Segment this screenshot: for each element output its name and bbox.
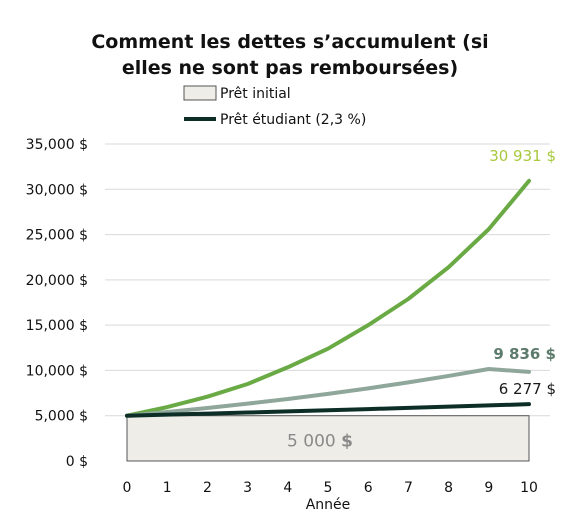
data-labels: 30 931 $ 9 836 $ 6 277 $ xyxy=(489,147,556,398)
y-tick-label: 35,000 $ xyxy=(26,137,88,153)
y-tick-label: 30,000 $ xyxy=(26,182,88,198)
x-tick-label: 2 xyxy=(203,480,212,496)
x-tick-label: 8 xyxy=(444,480,453,496)
chart-title-line-2: elles ne sont pas remboursées) xyxy=(122,57,458,79)
legend-swatch-initial-loan xyxy=(183,85,217,101)
y-axis-ticks: 0 $ 5,000 $ 10,000 $ 15,000 $ 20,000 $ 25,000… xyxy=(26,137,88,470)
x-tick-label: 3 xyxy=(243,480,252,496)
series-line xyxy=(125,366,531,418)
x-tick-label: 0 xyxy=(123,480,132,496)
y-tick-label: 15,000 $ xyxy=(26,318,88,334)
x-tick-label: 4 xyxy=(283,480,292,496)
legend-label-initial-loan: Prêt initial xyxy=(220,86,291,102)
series-lines xyxy=(125,178,531,418)
x-axis-ticks: 0 1 2 3 4 5 6 7 8 9 10 xyxy=(123,480,538,496)
series-line xyxy=(125,178,531,418)
initial-loan-data-label: 5 000 $ xyxy=(287,431,353,451)
series-end-label: 6 277 $ xyxy=(499,380,556,398)
y-tick-label: 0 $ xyxy=(66,454,88,470)
gridlines xyxy=(105,143,550,417)
series-line xyxy=(125,402,531,418)
series-end-label: 30 931 $ xyxy=(489,147,556,165)
x-tick-label: 7 xyxy=(404,480,413,496)
y-tick-label: 10,000 $ xyxy=(26,363,88,379)
x-tick-label: 10 xyxy=(520,480,538,496)
chart-title-line-1: Comment les dettes s’accumulent (si xyxy=(91,31,488,53)
legend-label-student-loan: Prêt étudiant (2,3 %) xyxy=(220,112,366,128)
x-axis-title: Année xyxy=(306,497,351,513)
x-tick-label: 6 xyxy=(364,480,373,496)
y-tick-label: 20,000 $ xyxy=(26,273,88,289)
x-tick-label: 1 xyxy=(163,480,172,496)
x-tick-label: 9 xyxy=(484,480,493,496)
x-tick-label: 5 xyxy=(324,480,333,496)
y-tick-label: 25,000 $ xyxy=(26,228,88,244)
initial-loan-area: 5 000 $ xyxy=(126,415,530,462)
y-tick-label: 5,000 $ xyxy=(35,409,88,425)
initial-loan-bar xyxy=(126,415,530,462)
series-end-label: 9 836 $ xyxy=(493,345,556,363)
